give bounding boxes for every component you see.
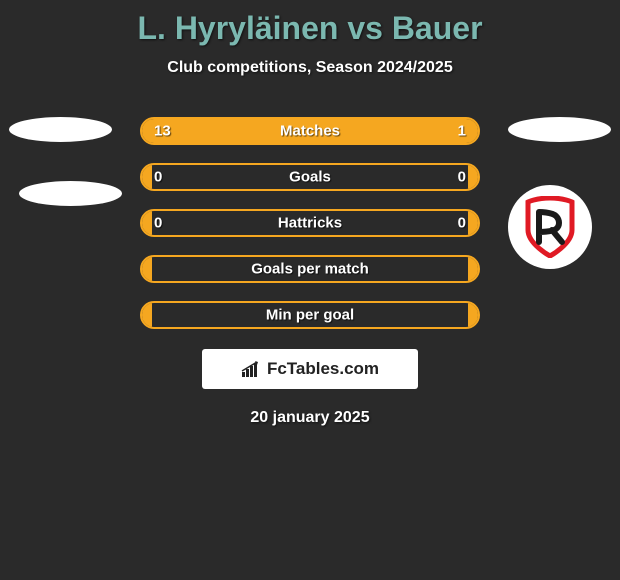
bar-right-fill <box>468 165 478 189</box>
brand-text: FcTables.com <box>267 359 379 379</box>
bar-right-fill <box>468 211 478 235</box>
bar-left-fill <box>142 211 152 235</box>
left-club-logo-placeholder-1 <box>9 117 112 142</box>
left-club-logo-placeholder-2 <box>19 181 122 206</box>
bar-center-label: Goals <box>289 169 331 186</box>
bar-right-fill <box>411 119 478 143</box>
bar-row-gpm: Goals per match <box>140 255 480 283</box>
bar-left-value: 13 <box>154 123 171 140</box>
date-label: 20 january 2025 <box>0 409 620 427</box>
bar-row-hattricks: 0 Hattricks 0 <box>140 209 480 237</box>
bar-center-label: Hattricks <box>278 215 342 232</box>
bar-right-value: 0 <box>458 169 466 186</box>
bar-right-value: 0 <box>458 215 466 232</box>
bar-left-value: 0 <box>154 215 162 232</box>
bar-center-label: Min per goal <box>266 307 354 324</box>
bar-left-fill <box>142 257 152 281</box>
jahn-regensburg-icon <box>522 196 578 258</box>
bar-row-goals: 0 Goals 0 <box>140 163 480 191</box>
bar-right-value: 1 <box>458 123 466 140</box>
subtitle: Club competitions, Season 2024/2025 <box>0 59 620 77</box>
bar-row-mpg: Min per goal <box>140 301 480 329</box>
bar-left-fill <box>142 165 152 189</box>
bar-left-fill <box>142 303 152 327</box>
bar-row-matches: 13 Matches 1 <box>140 117 480 145</box>
comparison-bars: 13 Matches 1 0 Goals 0 0 Hattricks 0 <box>140 117 480 329</box>
fctables-icon <box>241 360 263 378</box>
bar-right-fill <box>468 257 478 281</box>
right-club-logo <box>508 185 592 269</box>
brand-badge: FcTables.com <box>202 349 418 389</box>
page-title: L. Hyryläinen vs Bauer <box>0 10 620 47</box>
bar-center-label: Goals per match <box>251 261 369 278</box>
bar-right-fill <box>468 303 478 327</box>
comparison-section: 13 Matches 1 0 Goals 0 0 Hattricks 0 <box>0 117 620 427</box>
bar-left-value: 0 <box>154 169 162 186</box>
bar-center-label: Matches <box>280 123 340 140</box>
right-club-logo-placeholder <box>508 117 611 142</box>
infographic-container: L. Hyryläinen vs Bauer Club competitions… <box>0 0 620 427</box>
bar-left-fill <box>142 119 411 143</box>
